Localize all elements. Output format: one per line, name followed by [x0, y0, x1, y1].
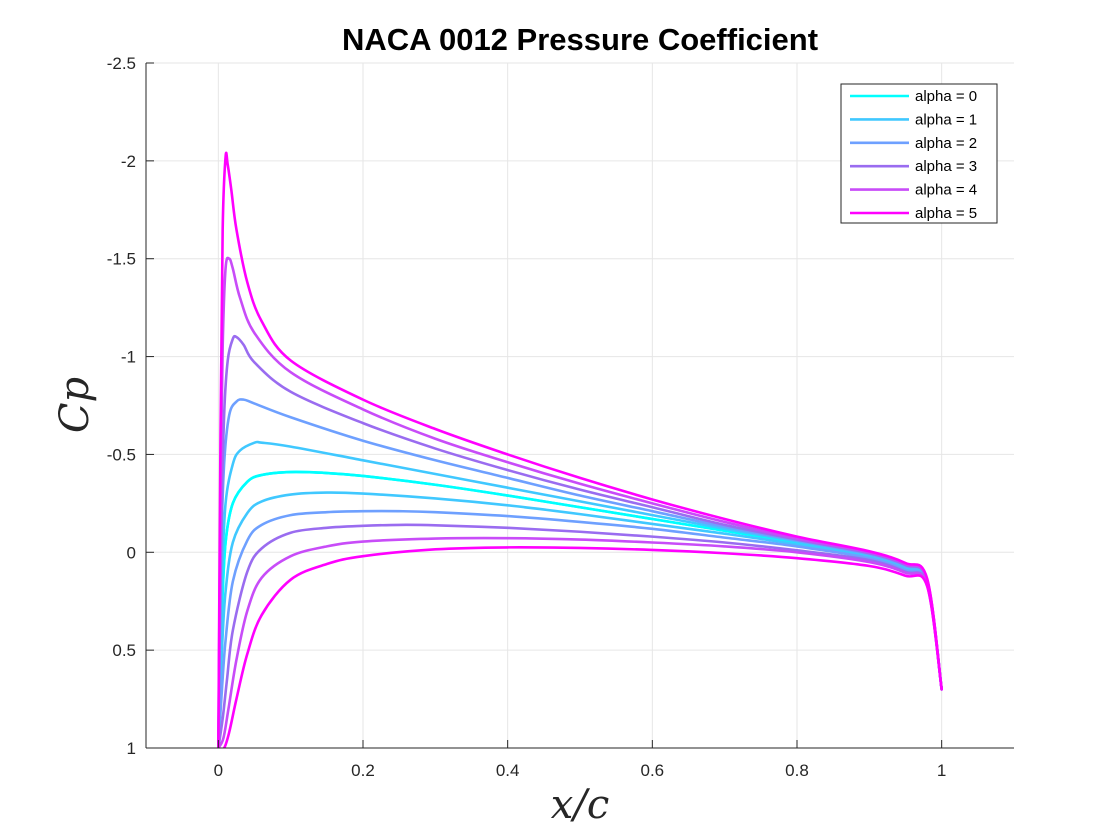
x-tick-label: 1 [937, 761, 946, 780]
y-axis-label: Cp [52, 377, 98, 433]
axes [145, 62, 1014, 749]
x-tick-label: 0.8 [785, 761, 809, 780]
legend-entry-label: alpha = 4 [915, 182, 977, 199]
series-5-upper-line [217, 151, 943, 748]
series-2-lower-line [217, 509, 943, 748]
y-tick-label: 0.5 [112, 641, 136, 660]
series-5 [217, 151, 943, 748]
x-tick-label: 0.2 [351, 761, 375, 780]
legend-entry-label: alpha = 2 [915, 135, 977, 152]
series-3-lower-line [217, 523, 943, 748]
legend-entry-label: alpha = 5 [915, 205, 977, 222]
y-tick-label: -2.5 [107, 54, 136, 73]
y-tick-label: 0 [127, 543, 136, 562]
legend: alpha = 0 alpha = 1 alpha = 2 alpha = 3 alph… [840, 83, 998, 224]
x-tick-label: 0 [214, 761, 223, 780]
legend-entry-label: alpha = 1 [915, 111, 977, 128]
y-tick-label: -1.5 [107, 250, 136, 269]
series-4-lower-line [217, 536, 943, 748]
y-tick-label: -2 [121, 152, 136, 171]
plot-lines [217, 151, 943, 748]
tick-labels: 0 0.2 0.4 0.6 0.8 1 -2.5 -2 -1.5 -1 -0.5 0 0.5 1 [107, 54, 947, 780]
y-tick-label: 1 [127, 739, 136, 758]
y-tick-label: -1 [121, 348, 136, 367]
series-5-lower-line [217, 546, 943, 748]
legend-entry-label: alpha = 0 [915, 88, 977, 105]
x-tick-label: 0.4 [496, 761, 520, 780]
x-axis-label: x/c [551, 782, 609, 828]
legend-entry-label: alpha = 3 [915, 158, 977, 175]
chart-title: NACA 0012 Pressure Coefficient [342, 22, 818, 57]
y-tick-label: -0.5 [107, 445, 136, 464]
legend-box [840, 83, 998, 224]
x-tick-label: 0.6 [641, 761, 665, 780]
